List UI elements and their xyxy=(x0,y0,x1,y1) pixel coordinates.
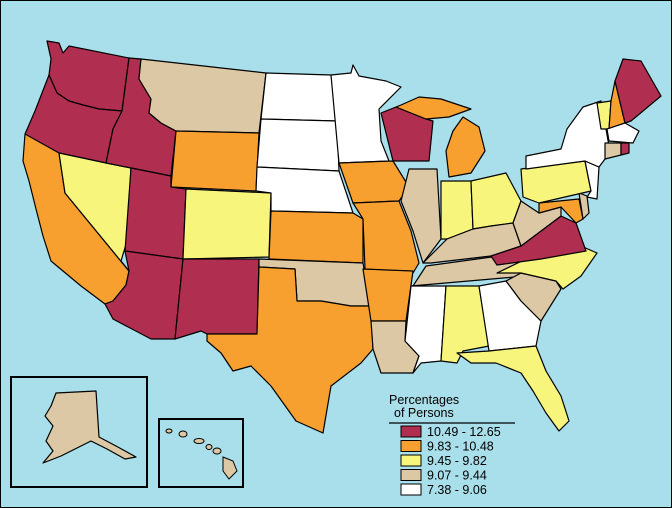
state-wyoming[interactable] xyxy=(170,130,260,192)
state-rhode-island[interactable] xyxy=(620,142,630,156)
legend-swatch-3 xyxy=(400,454,422,467)
state-colorado[interactable] xyxy=(182,188,272,260)
state-maryland[interactable] xyxy=(538,198,584,224)
legend-swatch-4 xyxy=(400,469,422,481)
state-north-dakota[interactable] xyxy=(260,72,338,122)
legend-label-2: 9.83 - 10.48 xyxy=(427,440,494,454)
state-florida[interactable] xyxy=(456,345,570,432)
state-kansas[interactable] xyxy=(268,210,364,264)
state-michigan-upper[interactable] xyxy=(395,96,472,120)
state-west-virginia[interactable] xyxy=(512,200,562,247)
state-arkansas[interactable] xyxy=(362,268,414,322)
legend-swatch-1 xyxy=(400,425,422,438)
legend-label-5: 7.38 - 9.06 xyxy=(427,483,487,497)
legend-title-line2: of Persons xyxy=(394,406,454,420)
legend-label-3: 9.45 - 9.82 xyxy=(427,454,487,468)
state-texas[interactable] xyxy=(206,266,374,434)
state-missouri[interactable] xyxy=(352,200,420,274)
legend-swatch-5 xyxy=(400,483,422,496)
state-new-mexico[interactable] xyxy=(174,258,260,340)
state-south-dakota[interactable] xyxy=(256,118,340,172)
legend-label-4: 9.07 - 9.44 xyxy=(427,469,487,483)
state-nebraska[interactable] xyxy=(255,166,354,214)
state-michigan-lower[interactable] xyxy=(445,116,486,178)
legend-title-line1: Percentages xyxy=(389,393,459,407)
legend-label-1: 10.49 - 12.65 xyxy=(427,425,501,439)
state-delaware[interactable] xyxy=(578,192,590,220)
state-alaska[interactable] xyxy=(42,390,137,464)
state-massachusetts[interactable] xyxy=(606,122,640,144)
state-hawaii[interactable] xyxy=(165,428,238,480)
legend-swatch-2 xyxy=(400,440,422,452)
legend: Percentages of Persons 10.49 - 12.659.83… xyxy=(389,393,515,497)
